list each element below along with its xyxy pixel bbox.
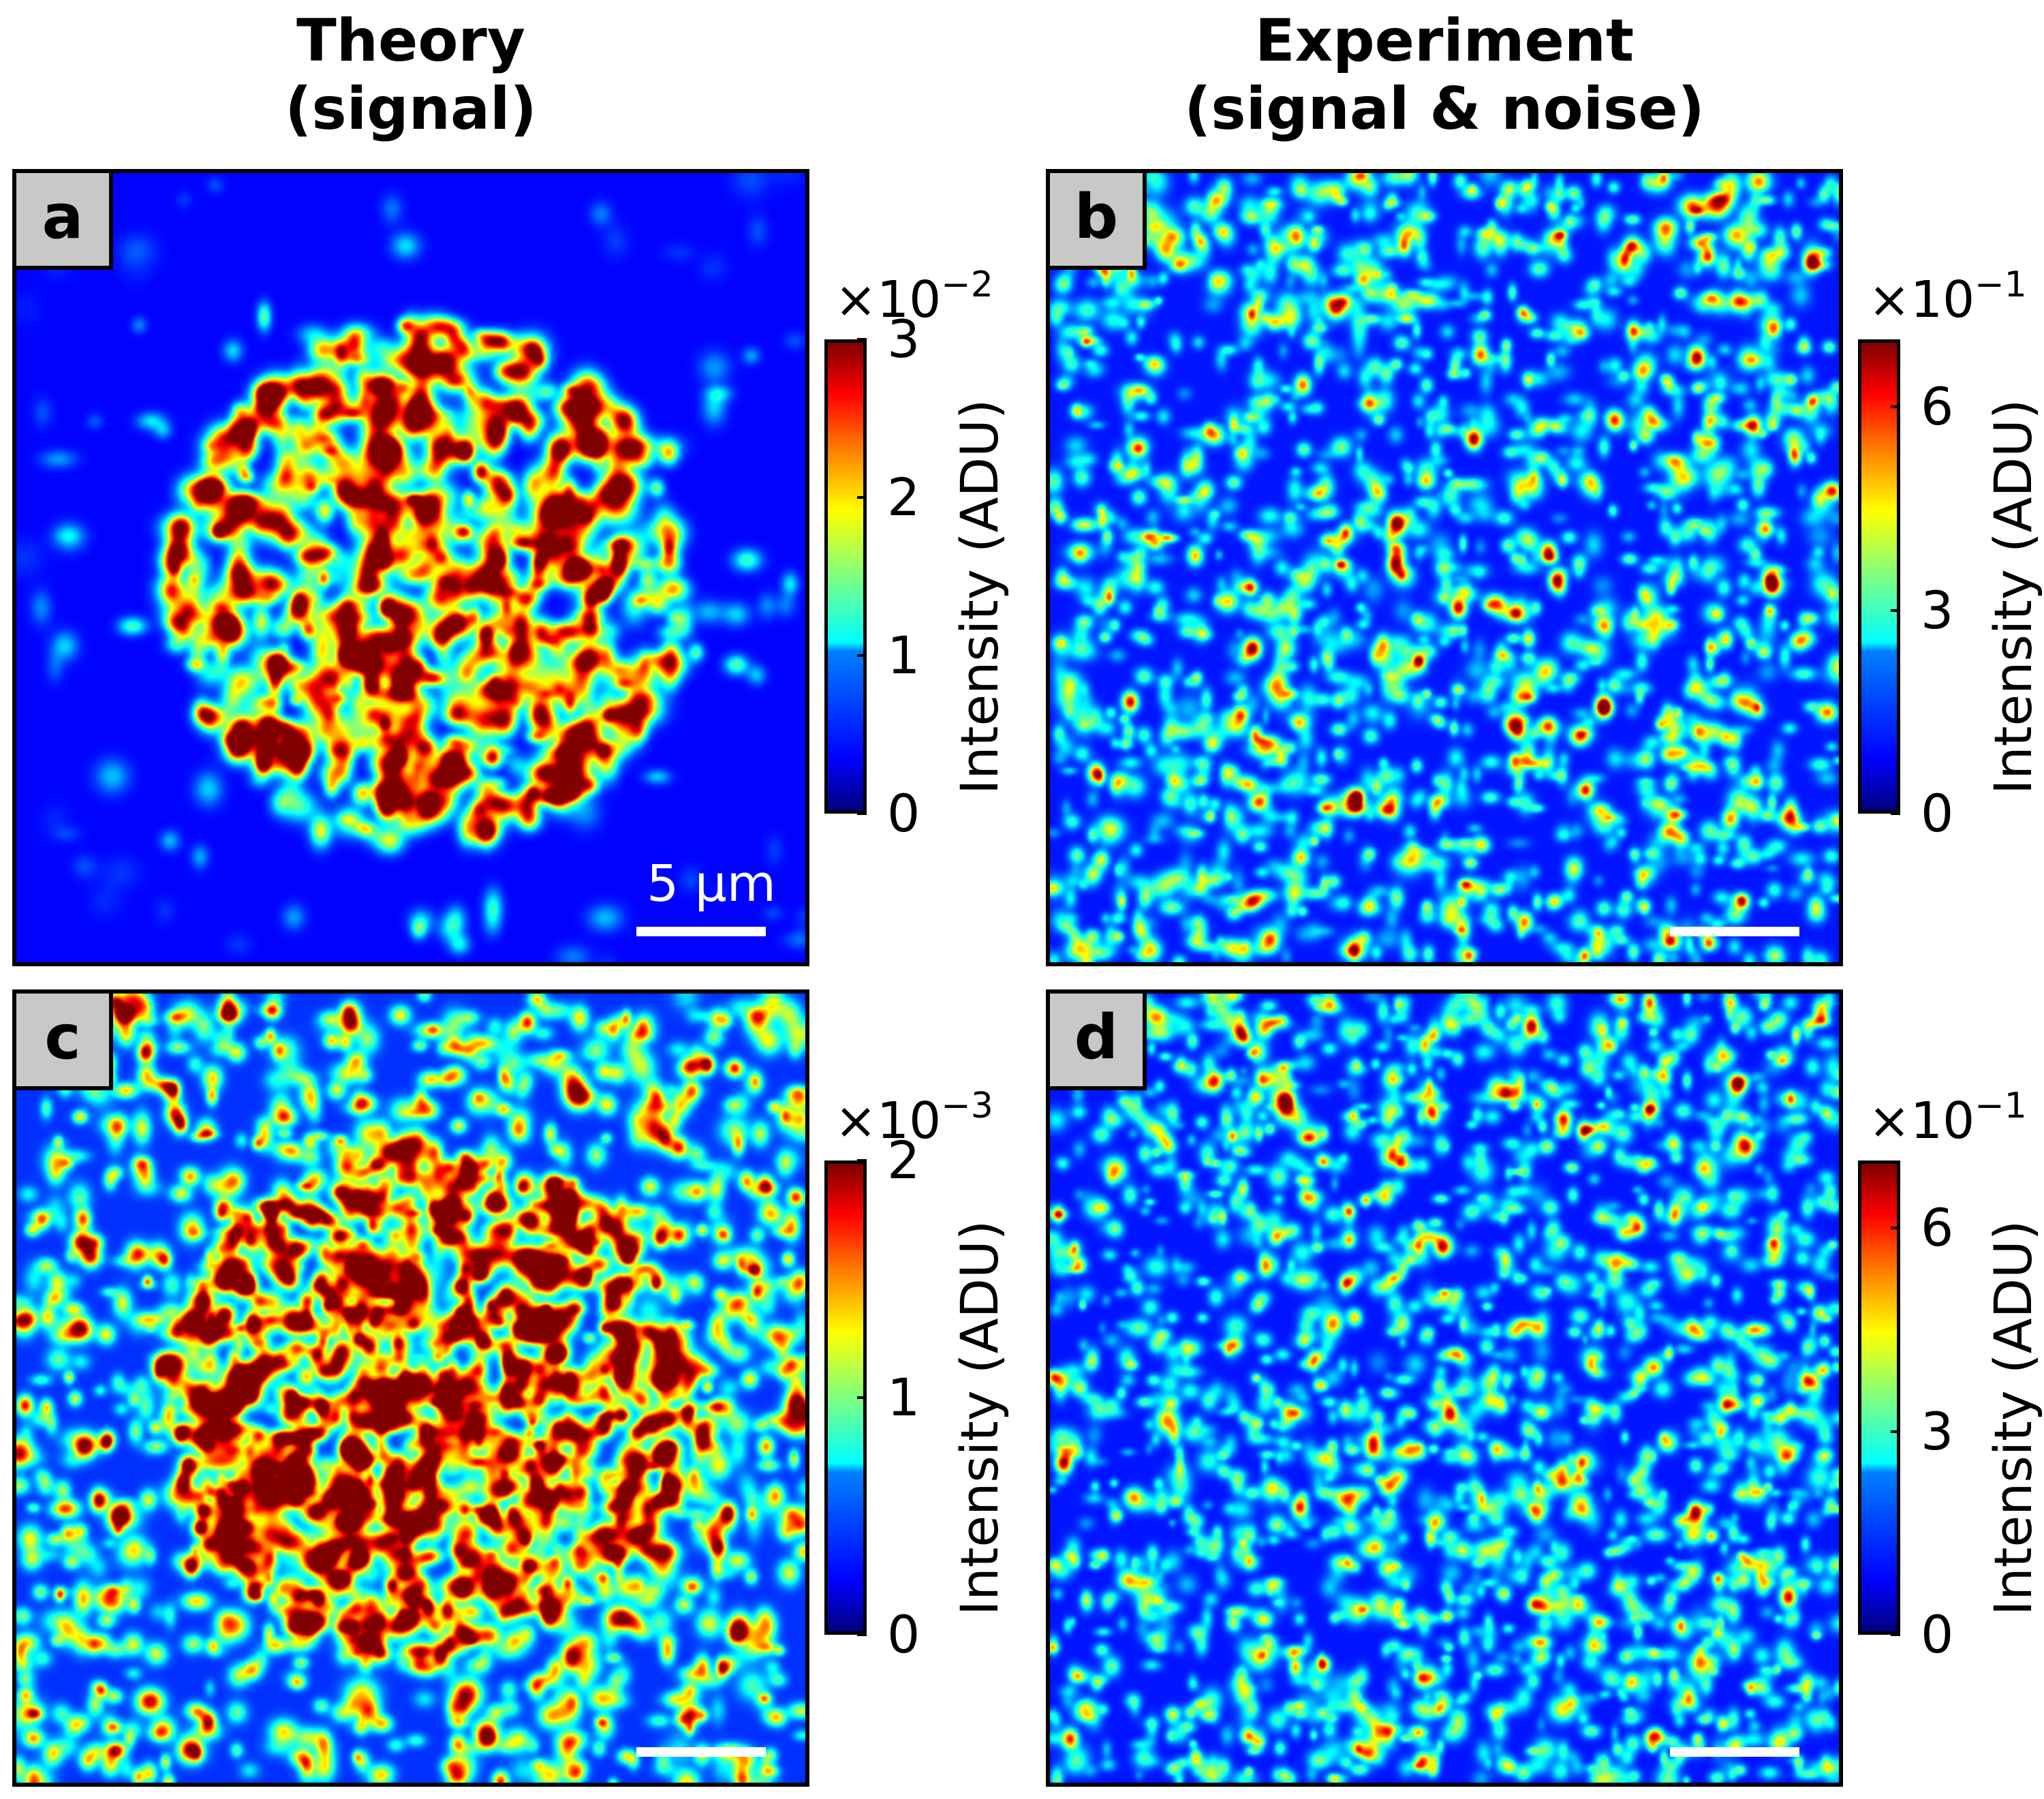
heatmap-image-d bbox=[1050, 994, 1839, 1783]
colorbar-tick-label: 6 bbox=[1921, 376, 1954, 437]
heatmap-image-a bbox=[16, 173, 805, 962]
experiment-column-title: Experiment (signal & noise) bbox=[1046, 7, 1843, 143]
colorbar-multiplier-a: ×10−2 bbox=[835, 264, 993, 329]
colorbar-tick-label: 6 bbox=[1921, 1197, 1954, 1259]
colorbar-tick bbox=[857, 1633, 867, 1636]
scalebar-c bbox=[636, 1747, 766, 1757]
colorbar-tick bbox=[1891, 812, 1900, 815]
theory-title-line1: Theory bbox=[296, 7, 525, 75]
heatmap-image-c bbox=[16, 994, 805, 1783]
panel-label-c: c bbox=[16, 994, 113, 1090]
theory-title-line2: (signal) bbox=[285, 75, 537, 143]
colorbar-tick-label: 2 bbox=[887, 467, 920, 527]
colorbar-tick bbox=[857, 338, 867, 341]
scalebar-d bbox=[1670, 1747, 1799, 1757]
colorbar-label-d: Intensity (ADU) bbox=[1983, 1220, 2043, 1616]
colorbar-tick-label: 1 bbox=[887, 1367, 920, 1428]
colorbar-tick bbox=[1891, 1227, 1900, 1230]
colorbar-tick bbox=[857, 654, 867, 657]
heatmap-image-b bbox=[1050, 173, 1839, 962]
colorbar-tick-label: 0 bbox=[887, 783, 920, 844]
colorbar-multiplier-d: ×10−1 bbox=[1868, 1086, 2027, 1150]
scalebar-a bbox=[636, 927, 766, 936]
experiment-title-line2: (signal & noise) bbox=[1184, 75, 1705, 143]
colorbar-tick bbox=[1891, 405, 1900, 409]
heatmap-panel-d: d bbox=[1046, 989, 1843, 1787]
colorbar-tick bbox=[1891, 609, 1900, 612]
colorbar-tick bbox=[857, 1396, 867, 1399]
colorbar-tick bbox=[857, 812, 867, 815]
colorbar-tick-label: 0 bbox=[1921, 1604, 1954, 1665]
colorbar-label-c: Intensity (ADU) bbox=[949, 1220, 1010, 1616]
colorbar-tick-label: 3 bbox=[1921, 579, 1954, 641]
heatmap-panel-c: c bbox=[12, 989, 809, 1787]
colorbar-tick-label: 0 bbox=[1921, 783, 1954, 844]
experiment-title-line1: Experiment bbox=[1254, 7, 1635, 75]
colorbar-tick bbox=[1891, 1430, 1900, 1433]
colorbar-tick-label: 3 bbox=[887, 309, 920, 369]
colorbar-tick bbox=[1891, 1633, 1900, 1636]
scalebar-b bbox=[1670, 927, 1799, 936]
colorbar-label-a: Intensity (ADU) bbox=[949, 399, 1010, 795]
heatmap-panel-a: a 5 µm bbox=[12, 169, 809, 966]
panel-label-d: d bbox=[1050, 994, 1147, 1090]
colorbar-multiplier-c: ×10−3 bbox=[835, 1086, 993, 1150]
colorbar-tick bbox=[857, 496, 867, 499]
colorbar-label-b: Intensity (ADU) bbox=[1983, 399, 2043, 795]
colorbar-tick-label: 0 bbox=[887, 1604, 920, 1665]
colorbar-tick-label: 3 bbox=[1921, 1400, 1954, 1462]
colorbar-multiplier-b: ×10−1 bbox=[1868, 264, 2027, 329]
colorbar-d bbox=[1858, 1160, 1900, 1635]
panel-label-b: b bbox=[1050, 173, 1147, 270]
colorbar-a bbox=[824, 339, 867, 814]
colorbar-tick-label: 2 bbox=[887, 1130, 920, 1190]
colorbar-tick-label: 1 bbox=[887, 625, 920, 686]
colorbar-tick bbox=[857, 1159, 867, 1162]
panel-label-a: a bbox=[16, 173, 113, 270]
heatmap-panel-b: b bbox=[1046, 169, 1843, 966]
colorbar-b bbox=[1858, 339, 1900, 814]
theory-column-title: Theory (signal) bbox=[12, 7, 809, 143]
scalebar-label: 5 µm bbox=[647, 855, 776, 913]
